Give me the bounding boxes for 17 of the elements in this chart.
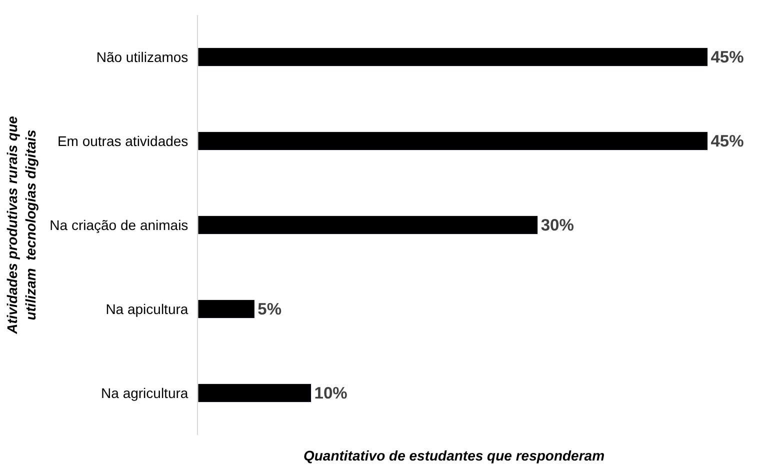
bar (198, 48, 708, 66)
y-tick-label: Na apicultura (106, 300, 188, 317)
x-axis-title: Quantitativo de estudantes que responderam (303, 447, 605, 464)
data-label: 30% (540, 215, 574, 234)
bar (198, 384, 312, 402)
bar (198, 132, 708, 150)
y-tick-label: Na agricultura (101, 384, 188, 401)
data-label: 5% (258, 299, 282, 318)
data-label: 10% (314, 383, 348, 402)
data-label: 45% (710, 131, 744, 150)
y-tick-label: Em outras atividades (57, 132, 188, 149)
bar (198, 216, 538, 234)
bar (198, 300, 255, 318)
y-tick-label: Não utilizamos (96, 48, 188, 65)
data-label: 45% (710, 47, 744, 66)
y-axis-title: Atividades produtivas rurais que utilizam tecnologias digitais (4, 116, 38, 335)
y-tick-label: Na criação de animais (50, 216, 188, 233)
